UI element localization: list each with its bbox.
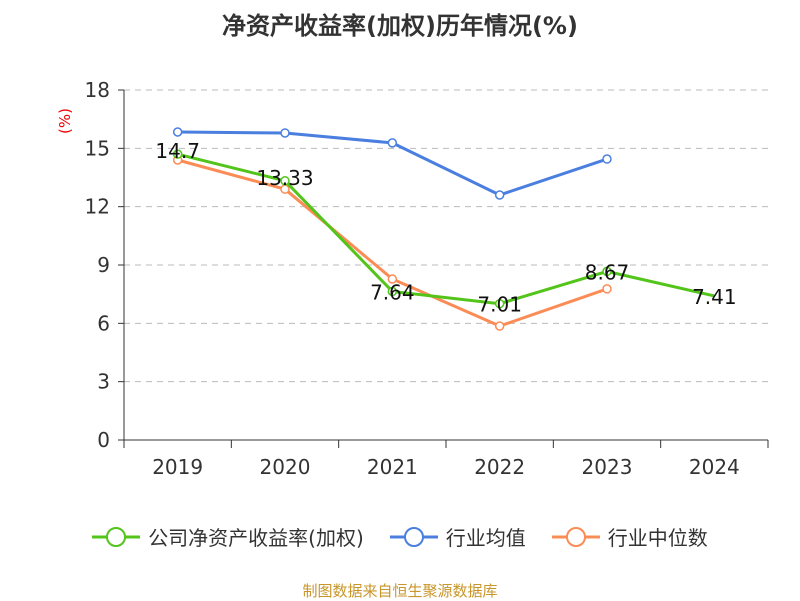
y-tick-label: 3 [97,370,110,394]
data-point [494,190,505,200]
data-point [172,149,183,159]
legend-label: 行业中位数 [607,526,708,550]
x-tick-label: 2021 [367,455,418,479]
legend-item[interactable]: 行业均值 [389,522,526,551]
data-point [602,154,612,164]
data-point [280,176,290,186]
legend-item[interactable]: 公司净资产收益率(加权) [92,522,364,551]
y-tick-label: 12 [85,195,110,219]
legend-marker-icon [551,526,600,547]
y-tick-label: 6 [97,311,110,335]
legend-marker-icon [389,526,438,547]
data-point [387,274,398,284]
data-point [602,266,612,277]
x-tick-label: 2024 [689,455,740,479]
x-tick-label: 2022 [474,455,525,479]
legend: 公司净资产收益率(加权) 行业均值 行业中位数 [0,522,800,551]
data-label: 7.64 [370,280,415,304]
data-point [494,321,505,331]
data-point [602,284,612,294]
data-label: 13.33 [256,166,313,190]
data-point [494,298,505,309]
y-tick-label: 0 [97,428,110,452]
data-point [387,286,398,297]
legend-label: 公司净资产收益率(加权) [148,526,364,550]
data-point [280,128,290,138]
data-point [172,127,183,137]
x-tick-label: 2020 [260,455,311,479]
y-tick-label: 9 [97,253,110,277]
data-label: 8.67 [585,260,630,284]
legend-label: 行业均值 [445,526,526,550]
legend-marker-icon [92,526,141,547]
y-tick-label: 15 [85,136,110,160]
data-point [387,138,398,148]
data-label: 7.01 [477,293,522,317]
legend-item[interactable]: 行业中位数 [551,522,708,551]
data-label: 14.7 [155,139,200,163]
data-label: 7.41 [692,285,737,309]
y-tick-label: 18 [85,78,110,102]
chart-title: 净资产收益率(加权)历年情况(%) [222,12,578,40]
source-footer: 制图数据来自恒生聚源数据库 [302,582,498,600]
x-tick-label: 2019 [152,455,203,479]
series-line [177,152,715,306]
x-tick-label: 2023 [582,455,633,479]
